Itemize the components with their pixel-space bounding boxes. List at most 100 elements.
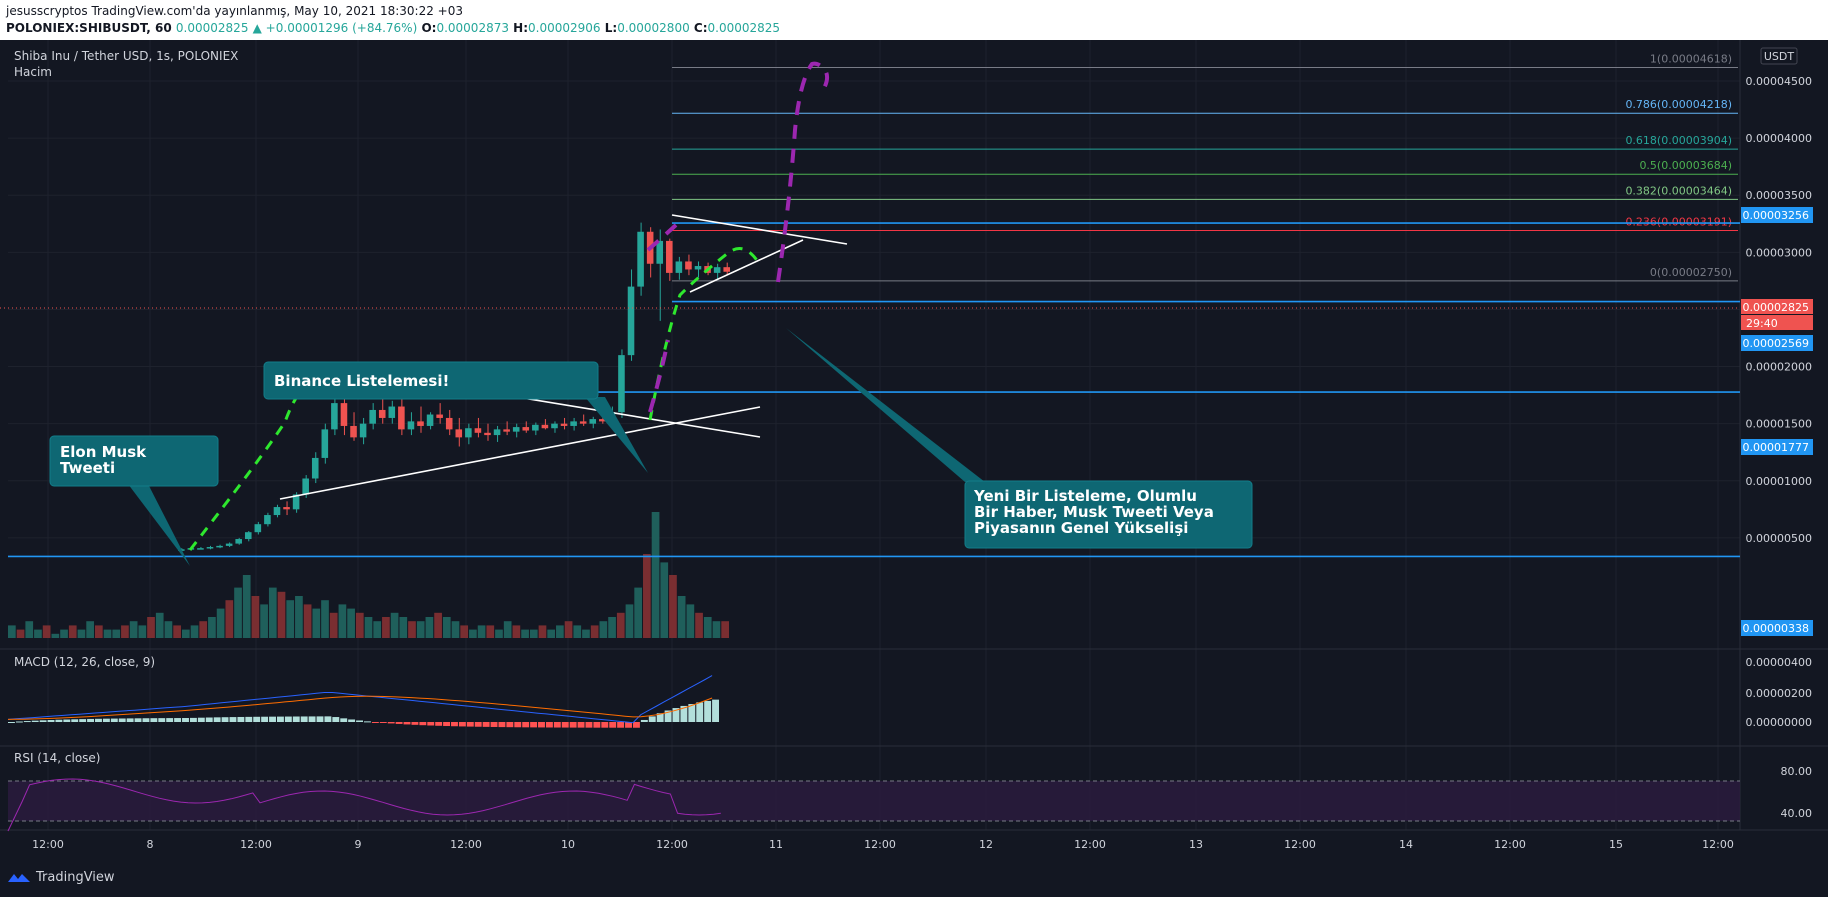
candle-body bbox=[311, 457, 319, 479]
macd-histogram-bar bbox=[31, 720, 39, 722]
volume-bar bbox=[469, 629, 477, 638]
trend-lines[interactable] bbox=[279, 214, 848, 500]
time-axis-label: 15 bbox=[1609, 838, 1623, 851]
volume-bar bbox=[60, 629, 68, 638]
time-axis[interactable]: 12:00 8 12:00 9 12:00 10 12:00 11 12:00 12 12:00 13… bbox=[32, 838, 1734, 851]
price-axis-label: 0.00003000 bbox=[1746, 246, 1812, 259]
last-price: 0.00002825 bbox=[175, 21, 249, 35]
time-axis-label: 9 bbox=[355, 838, 362, 851]
callout-listing-box[interactable] bbox=[964, 480, 1253, 549]
rsi-pane[interactable] bbox=[7, 778, 721, 832]
projection-purple-2[interactable] bbox=[776, 61, 830, 283]
macd-signal-line[interactable] bbox=[7, 695, 713, 720]
candle-body bbox=[618, 355, 625, 413]
macd-histogram-bar bbox=[15, 721, 23, 723]
callout-elon-box[interactable] bbox=[49, 435, 219, 487]
projection-green-2[interactable] bbox=[648, 247, 762, 421]
rsi-line[interactable] bbox=[7, 778, 721, 832]
macd-histogram-bar bbox=[482, 722, 490, 727]
volume-bar bbox=[643, 554, 651, 638]
macd-histogram-bar bbox=[490, 722, 498, 727]
volume-bar bbox=[669, 575, 677, 638]
trendline-lower-1[interactable] bbox=[279, 406, 761, 500]
volume-bar bbox=[582, 629, 590, 638]
callout-elon[interactable]: Elon Musk Tweeti bbox=[49, 435, 219, 566]
candle-body bbox=[666, 240, 673, 273]
volume-bar bbox=[416, 621, 425, 638]
candle-body bbox=[388, 406, 396, 418]
macd-axis[interactable]: 0.00000400 0.00000200 0.00000000 bbox=[1746, 656, 1812, 729]
time-axis-label: 12:00 bbox=[1284, 838, 1316, 851]
volume-bar bbox=[277, 591, 286, 638]
macd-histogram-bar bbox=[609, 722, 617, 728]
callout-listing-line3: Piyasanın Genel Yükselişi bbox=[974, 519, 1188, 537]
symbol-info: POLONIEX:SHIBUSDT, 60 0.00002825 ▲ +0.00… bbox=[6, 21, 780, 35]
volume-bar bbox=[573, 625, 582, 638]
volume-bar bbox=[94, 625, 103, 638]
rsi-axis[interactable]: 80.00 40.00 bbox=[1781, 765, 1813, 820]
macd-histogram-bar bbox=[356, 720, 363, 722]
macd-histogram-bar bbox=[39, 720, 47, 722]
price-axis-label: 0.00004500 bbox=[1746, 75, 1812, 88]
macd-histogram-bar bbox=[221, 717, 229, 722]
macd-histogram-bar bbox=[8, 722, 15, 723]
chart-area[interactable]: 1(0.00004618) 0.786(0.00004218) 0.618(0.00… bbox=[0, 40, 1828, 862]
currency-badge[interactable]: USDT bbox=[1760, 47, 1798, 65]
candle-body bbox=[235, 539, 242, 544]
macd-histogram-bar bbox=[213, 717, 221, 722]
low-value: 0.00002800 bbox=[617, 21, 690, 35]
fib-label: 0.786(0.00004218) bbox=[1625, 98, 1732, 111]
time-axis-label: 12:00 bbox=[1074, 838, 1106, 851]
candle-body bbox=[273, 507, 281, 516]
footer-bar bbox=[0, 862, 1828, 897]
macd-pane[interactable] bbox=[7, 675, 719, 728]
time-axis-label: 11 bbox=[769, 838, 783, 851]
trendline-lower-2[interactable] bbox=[689, 239, 804, 293]
open-label: O: bbox=[421, 21, 437, 35]
callout-elon-line2: Tweeti bbox=[60, 459, 115, 477]
volume-bar bbox=[225, 600, 234, 638]
volume-bar bbox=[103, 629, 112, 638]
callout-binance[interactable]: Binance Listelemesi! bbox=[263, 361, 648, 473]
volume-bar bbox=[599, 621, 608, 638]
symbol-name[interactable]: POLONIEX:SHIBUSDT, 60 bbox=[6, 21, 172, 35]
volume-bar bbox=[355, 612, 364, 638]
volume-bar bbox=[364, 617, 373, 638]
candle-body bbox=[522, 427, 530, 431]
macd-histogram-bar bbox=[364, 721, 371, 723]
volume-bar bbox=[42, 625, 51, 638]
fib-retracement[interactable]: 1(0.00004618) 0.786(0.00004218) 0.618(0.00… bbox=[672, 53, 1738, 282]
callout-listing[interactable]: Yeni Bir Listeleme, Olumlu Bir Haber, Mu… bbox=[786, 328, 1253, 549]
macd-histogram-bar bbox=[656, 713, 664, 722]
macd-histogram-bar bbox=[23, 721, 31, 723]
trendline-upper-2[interactable] bbox=[671, 214, 848, 245]
currency-badge-box[interactable] bbox=[1760, 47, 1798, 65]
price-axis-label: 0.00001500 bbox=[1746, 418, 1812, 431]
macd-histogram-bar bbox=[538, 722, 545, 728]
macd-histogram-bar bbox=[126, 718, 134, 722]
macd-histogram-bar bbox=[403, 722, 411, 725]
fib-label: 0.618(0.00003904) bbox=[1625, 134, 1732, 147]
macd-histogram-bar bbox=[569, 722, 577, 728]
candle-body bbox=[474, 428, 482, 433]
volume-bar bbox=[216, 608, 225, 638]
volume-bar bbox=[121, 625, 129, 638]
volume-bar bbox=[677, 596, 686, 638]
volume-bar bbox=[16, 629, 25, 638]
tradingview-logo[interactable]: TradingView bbox=[8, 870, 115, 885]
candle-body bbox=[723, 267, 730, 272]
macd-line[interactable] bbox=[7, 675, 713, 724]
rsi-title: RSI (14, close) bbox=[14, 751, 100, 765]
volume-bar bbox=[712, 621, 721, 638]
macd-histogram-bar bbox=[348, 719, 356, 722]
volume-bar bbox=[77, 629, 86, 638]
candle-body bbox=[465, 428, 472, 438]
projection-purple-1[interactable] bbox=[646, 223, 678, 413]
macd-histogram-bar bbox=[150, 718, 158, 722]
volume-bar bbox=[286, 600, 295, 638]
volume-bar bbox=[703, 617, 712, 638]
high-label: H: bbox=[513, 21, 529, 35]
volume-bar bbox=[181, 629, 190, 638]
candle-body bbox=[244, 532, 252, 540]
callout-binance-box[interactable] bbox=[263, 361, 599, 400]
